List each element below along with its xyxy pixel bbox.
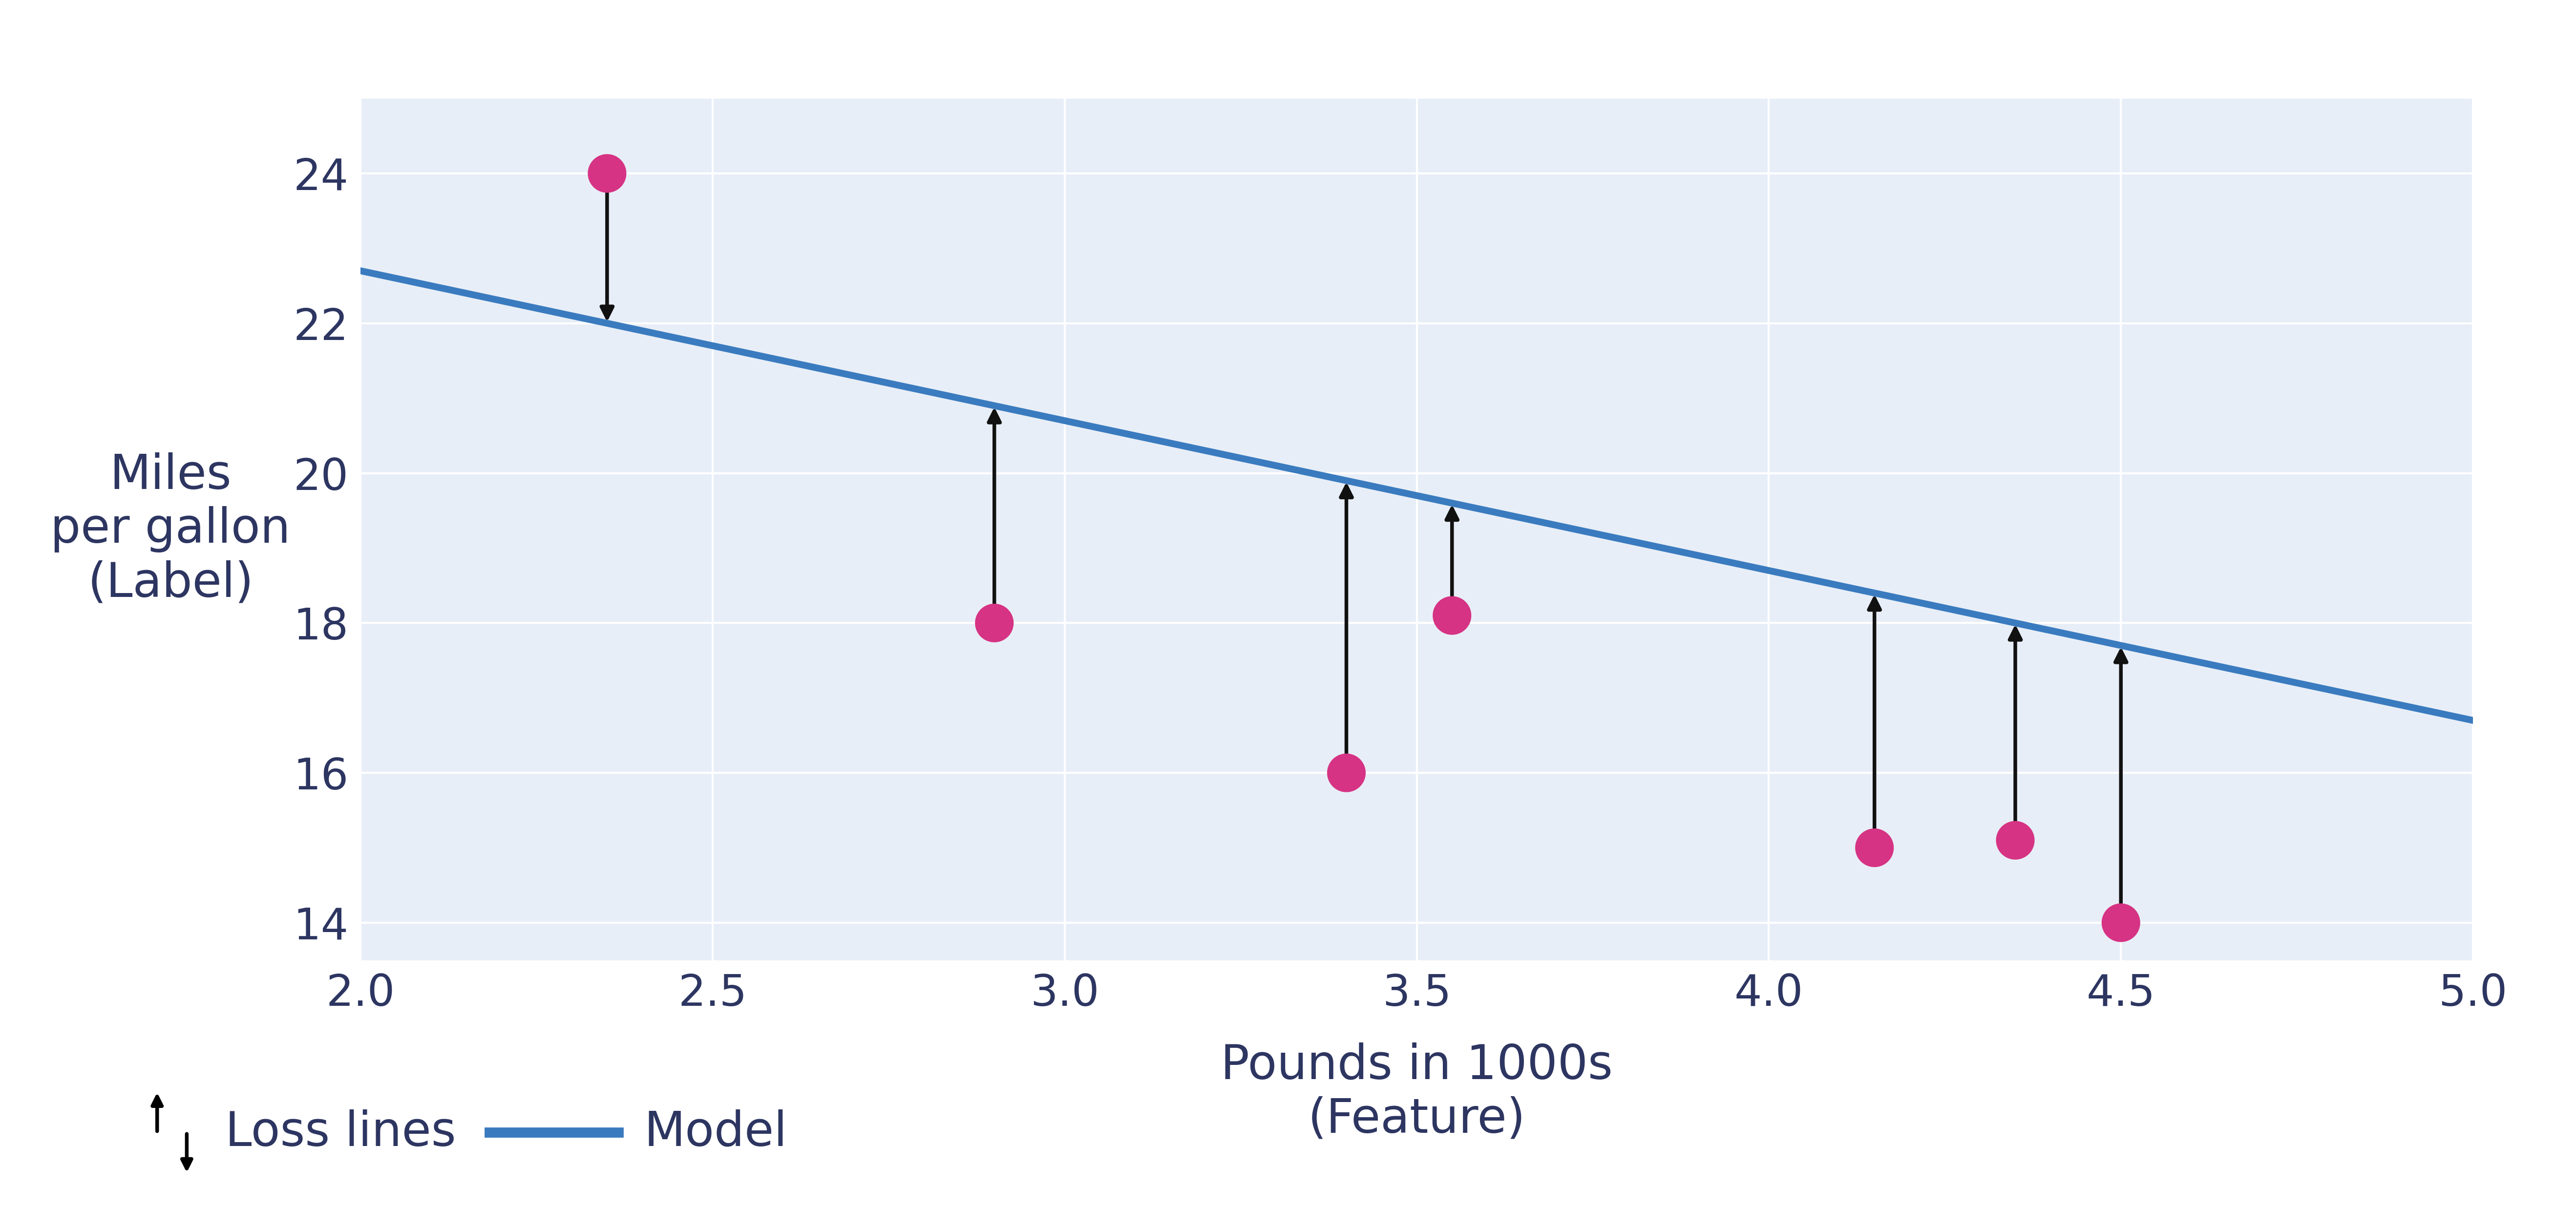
Point — [2099, 913, 2141, 933]
Text: Loss lines: Loss lines — [227, 1109, 456, 1156]
Point — [587, 164, 629, 183]
X-axis label: Pounds in 1000s
(Feature): Pounds in 1000s (Feature) — [1221, 1041, 1613, 1142]
Point — [974, 613, 1015, 633]
Point — [1855, 838, 1896, 858]
Y-axis label: Miles
per gallon
(Label): Miles per gallon (Label) — [52, 453, 291, 607]
Point — [1994, 831, 2035, 851]
Text: Model: Model — [644, 1109, 788, 1156]
Point — [1327, 763, 1368, 783]
Point — [1432, 606, 1473, 625]
